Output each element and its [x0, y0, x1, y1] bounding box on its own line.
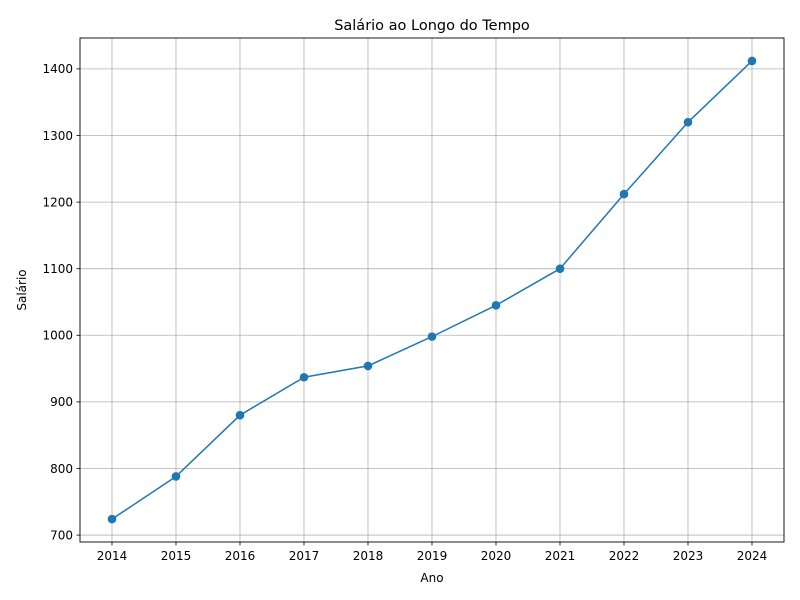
y-tick-label: 800 — [50, 462, 73, 476]
y-tick-label: 900 — [50, 395, 73, 409]
y-axis: 700 800 900 1000 1100 1200 1300 1400 — [42, 62, 80, 542]
data-point — [363, 361, 373, 371]
x-tick-label: 2020 — [481, 549, 512, 563]
x-tick-label: 2022 — [609, 549, 640, 563]
y-tick-label: 1400 — [42, 62, 73, 76]
x-tick-label: 2023 — [673, 549, 704, 563]
data-point — [171, 472, 181, 481]
data-point — [235, 410, 245, 420]
data-point — [619, 189, 629, 199]
x-tick-label: 2017 — [289, 549, 320, 563]
y-tick-label: 700 — [50, 528, 73, 542]
x-axis-label: Ano — [420, 571, 443, 585]
grid — [80, 38, 784, 542]
data-point — [747, 56, 757, 66]
series-layer — [107, 56, 757, 524]
data-point — [107, 514, 117, 524]
x-tick-label: 2024 — [737, 549, 768, 563]
x-axis: 2014 2015 2016 2017 2018 2019 2020 2021 2022 2023… — [97, 542, 768, 563]
x-tick-label: 2018 — [353, 549, 384, 563]
x-tick-label: 2019 — [417, 549, 448, 563]
y-tick-label: 1100 — [42, 262, 73, 276]
chart-title: Salário ao Longo do Tempo — [334, 18, 530, 34]
x-tick-label: 2021 — [545, 549, 576, 563]
y-tick-label: 1200 — [42, 195, 73, 209]
data-point — [491, 301, 501, 310]
data-point — [555, 264, 565, 273]
data-point — [427, 332, 437, 341]
x-tick-label: 2015 — [161, 549, 192, 563]
data-point — [299, 372, 309, 382]
y-axis-label: Salário — [15, 269, 29, 310]
x-tick-label: 2014 — [97, 549, 128, 563]
data-point — [683, 117, 693, 127]
y-tick-label: 1000 — [42, 329, 73, 343]
y-tick-label: 1300 — [42, 129, 73, 143]
x-tick-label: 2016 — [225, 549, 256, 563]
